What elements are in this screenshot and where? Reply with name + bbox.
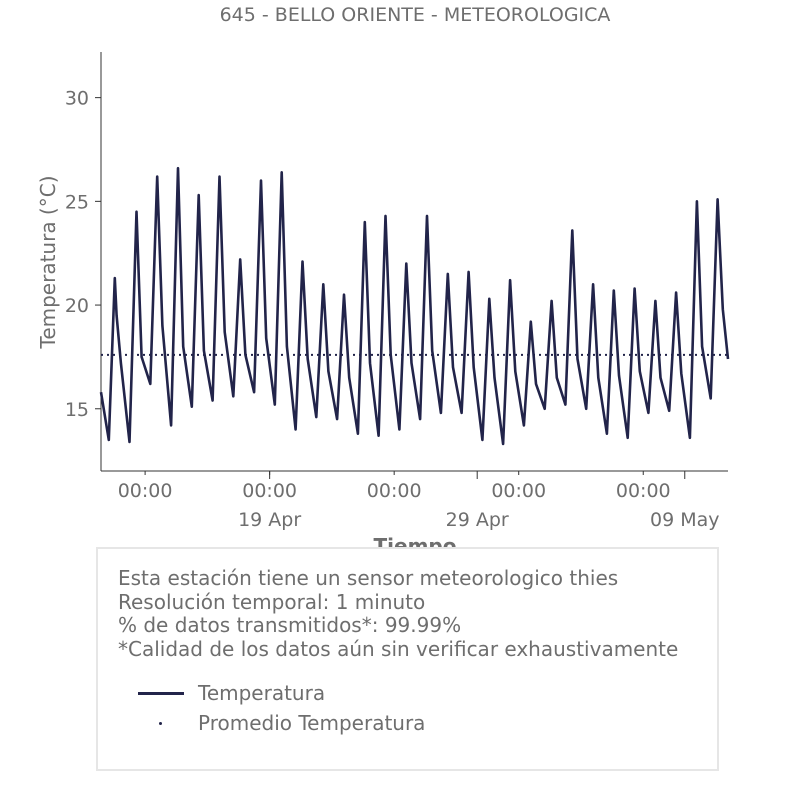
station-info: Esta estación tiene un sensor meteorolog… bbox=[118, 566, 679, 661]
info-box: Esta estación tiene un sensor meteorolog… bbox=[96, 547, 719, 771]
legend-label-promedio: Promedio Temperatura bbox=[198, 711, 426, 735]
x-major-tick-label: 19 Apr bbox=[238, 509, 301, 531]
x-minor-tick-label: 00:00 bbox=[118, 480, 173, 502]
x-minor-tick-label: 00:00 bbox=[616, 480, 671, 502]
series-temperatura bbox=[99, 166, 730, 446]
info-line-sensor: Esta estación tiene un sensor meteorolog… bbox=[118, 566, 619, 590]
chart-title: 645 - BELLO ORIENTE - METEOROLOGICA bbox=[220, 4, 611, 26]
x-minor-tick-label: 00:00 bbox=[242, 480, 297, 502]
legend-item-temperatura: Temperatura bbox=[138, 681, 325, 705]
info-line-quality-note: *Calidad de los datos aún sin verificar … bbox=[118, 636, 679, 661]
x-minor-tick-label: 00:00 bbox=[367, 480, 422, 502]
axes: 15 20 25 30 00:00 00:00 00:00 00:00 00:00 19 Apr 2… bbox=[65, 52, 728, 531]
y-tick-label: 30 bbox=[65, 88, 89, 110]
legend-item-promedio: Promedio Temperatura bbox=[138, 711, 425, 735]
legend-line-swatch bbox=[138, 681, 184, 705]
info-line-transmitted: % de datos transmitidos*: 99.99% bbox=[118, 613, 462, 637]
legend-label-temperatura: Temperatura bbox=[198, 681, 326, 705]
y-axis-label: Temperatura (°C) bbox=[36, 175, 60, 349]
y-tick-label: 15 bbox=[65, 399, 89, 421]
x-major-tick-label: 09 May bbox=[650, 509, 720, 531]
y-tick-label: 20 bbox=[65, 295, 89, 317]
x-minor-tick-label: 00:00 bbox=[491, 480, 546, 502]
y-tick-label: 25 bbox=[65, 191, 89, 213]
legend-dot-swatch bbox=[138, 711, 184, 735]
plot-area bbox=[99, 166, 730, 446]
x-major-tick-label: 29 Apr bbox=[446, 509, 509, 531]
info-line-resolution: Resolución temporal: 1 minuto bbox=[118, 589, 426, 614]
